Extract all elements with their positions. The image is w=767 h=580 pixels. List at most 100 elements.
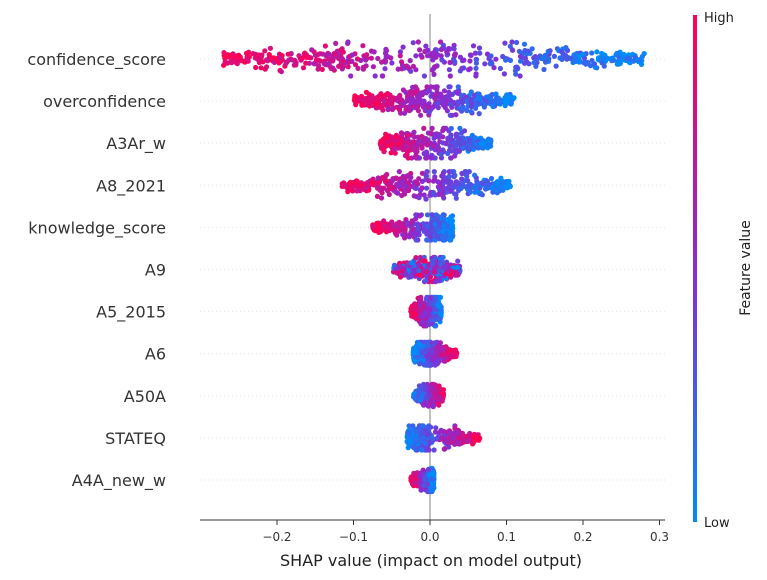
data-point bbox=[476, 437, 482, 443]
data-point bbox=[427, 154, 433, 160]
data-point bbox=[391, 146, 398, 152]
data-point bbox=[360, 64, 366, 70]
data-point bbox=[267, 45, 273, 51]
data-point bbox=[559, 56, 565, 63]
data-point bbox=[409, 220, 415, 226]
data-point bbox=[260, 59, 266, 65]
data-point bbox=[441, 446, 447, 452]
data-point bbox=[397, 49, 403, 55]
data-point bbox=[459, 139, 465, 145]
data-point bbox=[352, 62, 359, 68]
data-point bbox=[386, 191, 392, 198]
data-point bbox=[363, 101, 369, 108]
data-point bbox=[489, 99, 495, 105]
data-point bbox=[394, 270, 400, 276]
data-point bbox=[385, 53, 391, 60]
data-point bbox=[448, 430, 454, 436]
data-point bbox=[477, 50, 483, 56]
data-point bbox=[416, 176, 422, 182]
data-point bbox=[488, 175, 495, 182]
data-point bbox=[492, 186, 498, 192]
data-point bbox=[385, 106, 391, 113]
data-point bbox=[430, 178, 437, 184]
data-point bbox=[514, 64, 520, 70]
data-point bbox=[379, 190, 385, 196]
data-point bbox=[442, 358, 448, 364]
data-point bbox=[302, 54, 308, 60]
colorbar-title: Feature value bbox=[738, 220, 754, 316]
data-point bbox=[379, 73, 385, 79]
data-point bbox=[390, 105, 396, 111]
data-point bbox=[370, 223, 377, 229]
data-point bbox=[438, 46, 444, 53]
data-point bbox=[408, 68, 414, 74]
data-point bbox=[616, 54, 622, 61]
data-point bbox=[416, 272, 422, 278]
data-point bbox=[447, 84, 453, 90]
data-point bbox=[401, 110, 408, 116]
x-tick-label: −0.2 bbox=[262, 530, 291, 544]
data-point bbox=[238, 58, 244, 64]
data-point bbox=[411, 99, 417, 105]
data-point bbox=[423, 151, 430, 157]
data-point bbox=[448, 143, 454, 149]
data-point bbox=[466, 146, 472, 152]
data-point bbox=[423, 173, 430, 179]
data-point bbox=[467, 66, 473, 72]
data-point bbox=[464, 184, 470, 190]
data-point bbox=[400, 87, 406, 93]
data-point bbox=[416, 268, 422, 274]
data-point bbox=[531, 60, 537, 66]
data-point bbox=[444, 436, 450, 442]
data-point bbox=[506, 178, 512, 184]
data-point bbox=[422, 258, 428, 264]
data-point bbox=[427, 299, 433, 305]
data-point bbox=[382, 66, 388, 72]
data-point bbox=[419, 185, 425, 191]
data-point bbox=[390, 184, 396, 190]
data-point bbox=[317, 58, 324, 64]
data-point bbox=[580, 51, 586, 58]
data-point bbox=[470, 43, 477, 49]
data-point bbox=[427, 392, 434, 398]
data-point bbox=[372, 101, 378, 107]
data-point bbox=[439, 57, 445, 63]
data-point bbox=[428, 53, 434, 59]
data-point bbox=[437, 187, 443, 193]
data-point bbox=[333, 40, 339, 47]
data-point bbox=[631, 58, 637, 64]
data-point bbox=[431, 403, 437, 409]
data-point bbox=[602, 52, 608, 58]
data-point bbox=[408, 440, 414, 446]
data-point bbox=[391, 95, 397, 101]
data-point bbox=[459, 431, 465, 437]
data-point bbox=[419, 178, 425, 184]
data-point bbox=[425, 362, 431, 368]
data-point bbox=[446, 444, 452, 450]
data-point bbox=[432, 221, 438, 227]
data-point bbox=[354, 56, 361, 62]
data-point bbox=[392, 227, 398, 233]
data-point bbox=[423, 90, 430, 96]
data-point bbox=[427, 274, 434, 280]
data-point bbox=[452, 52, 458, 58]
data-point bbox=[415, 108, 421, 114]
data-point bbox=[416, 155, 422, 161]
data-point bbox=[415, 39, 421, 45]
data-point bbox=[476, 111, 482, 117]
data-point bbox=[468, 98, 474, 104]
data-point bbox=[430, 57, 436, 63]
data-point bbox=[509, 39, 515, 45]
data-point bbox=[522, 55, 529, 62]
data-point bbox=[431, 71, 437, 77]
data-point bbox=[433, 212, 439, 218]
data-point bbox=[529, 46, 535, 52]
data-point bbox=[546, 56, 552, 62]
data-point bbox=[444, 349, 450, 355]
data-point bbox=[413, 255, 419, 261]
data-point bbox=[386, 222, 392, 228]
data-point bbox=[493, 91, 499, 97]
data-point bbox=[439, 352, 445, 358]
feature-label: STATEQ bbox=[105, 429, 166, 448]
data-point bbox=[328, 65, 334, 72]
